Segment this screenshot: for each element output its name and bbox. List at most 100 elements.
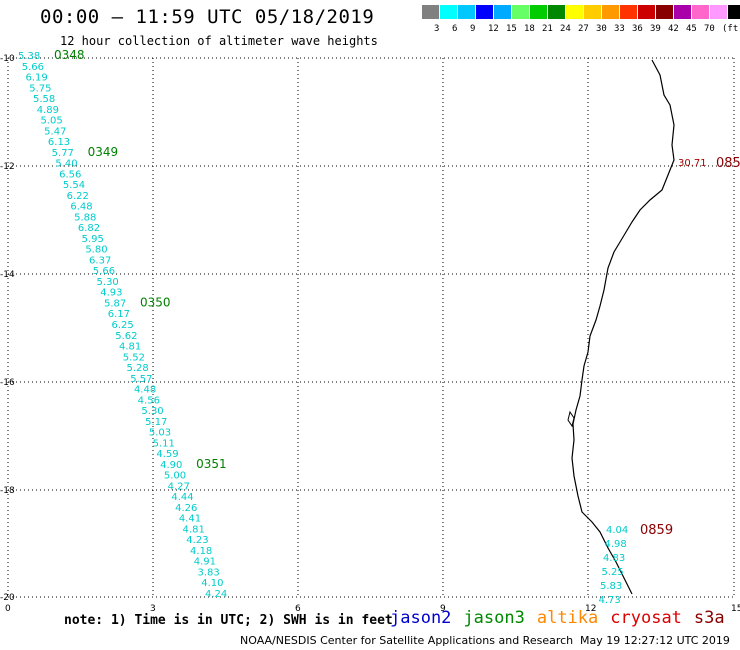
swh-value: 4.44 [171,492,193,503]
swh-value: 5.52 [123,352,145,363]
swh-value: 4.83 [603,553,625,564]
swh-value: 4.10 [201,578,223,589]
scale-label: 15 [506,24,517,34]
swh-value: 4.73 [599,595,621,606]
scale-swatch [548,5,565,19]
swh-value: 4.56 [138,395,160,406]
swh-value: 30.71 [678,158,707,169]
swh-value: 5.30 [97,277,119,288]
scale-label: 30 [596,24,607,34]
swh-value: 4.59 [156,449,178,460]
x-tick-label: 3 [150,604,156,614]
swh-value: 5.17 [145,417,167,428]
swh-value: 5.66 [22,62,44,73]
scale-label: 39 [650,24,661,34]
scale-swatch [440,5,457,19]
swh-value: 5.66 [93,266,115,277]
legend-item-jason3: jason3 [463,608,525,628]
scale-swatch [530,5,547,19]
scale-swatch [692,5,709,19]
swh-value: 6.19 [25,73,47,84]
legend-item-altika: altika [536,608,599,628]
swh-value: 4.91 [194,557,216,568]
swh-value: 4.23 [186,535,208,546]
swh-value: 6.25 [112,320,134,331]
scale-swatch [656,5,673,19]
x-tick-label: 15 [731,604,740,614]
swh-value: 4.81 [183,524,205,535]
scale-swatch [638,5,655,19]
swh-value: 4.27 [168,481,190,492]
page-subtitle: 12 hour collection of altimeter wave hei… [60,34,378,48]
scale-label: 33 [614,24,625,34]
swh-value: 5.75 [29,83,51,94]
scale-label: 18 [524,24,535,34]
scale-label: 6 [452,24,458,34]
swh-value: 5.80 [85,245,107,256]
y-tick-label: -12 [0,162,15,172]
swh-value: 5.62 [115,331,137,342]
pass-label: 0351 [196,457,227,471]
y-tick-label: -14 [0,270,15,280]
scale-swatch [422,5,439,19]
x-tick-label: 0 [5,604,11,614]
swh-value: 4.24 [205,589,227,600]
swh-value: 5.11 [153,438,175,449]
scale-label: (ft) [722,24,740,34]
scale-swatch [584,5,601,19]
swh-value: 5.38 [18,51,40,62]
scale-label: 12 [488,24,499,34]
swh-value: 6.56 [59,169,81,180]
swh-value: 5.57 [130,374,152,385]
swh-value: 4.89 [37,105,59,116]
swh-value: 4.41 [179,514,201,525]
color-scale [422,5,740,21]
scale-swatch [710,5,727,19]
satellite-legend: jason2 jason3 altika cryosat s3a [390,608,737,628]
legend-item-s3a: s3a [693,608,725,628]
swh-value: 5.40 [55,159,77,170]
y-tick-label: -10 [0,54,15,64]
swh-value: 4.48 [134,385,156,396]
pass-label: 0348 [54,48,85,62]
units-note: note: 1) Time is in UTC; 2) SWH is in fe… [64,613,393,628]
swh-value: 6.22 [67,191,89,202]
legend-item-jason2: jason2 [390,608,452,628]
swh-value: 5.58 [33,94,55,105]
legend-item-cryosat: cryosat [610,608,682,628]
scale-swatch [512,5,529,19]
scale-label: 9 [470,24,476,34]
swh-value: 6.82 [78,223,100,234]
swh-value: 5.28 [126,363,148,374]
swh-value: 3.83 [198,567,220,578]
swh-value: 4.93 [100,288,122,299]
pass-label: 0859 [640,523,673,538]
y-tick-label: -16 [0,378,15,388]
swh-value: 5.05 [40,116,62,127]
swh-value: 5.88 [74,212,96,223]
pass-label: 0350 [140,295,171,309]
swh-value: 5.30 [141,406,163,417]
swh-value: 5.77 [52,148,74,159]
pass-label: 0859 [716,156,740,171]
scale-swatch [458,5,475,19]
swh-value: 4.18 [190,546,212,557]
swh-value: 5.54 [63,180,85,191]
swh-value: 6.17 [108,309,130,320]
swh-value: 4.98 [605,539,627,550]
scale-label: 36 [632,24,643,34]
scale-label: 45 [686,24,697,34]
swh-value: 4.90 [160,460,182,471]
swh-value: 5.00 [164,471,186,482]
scale-swatch [674,5,691,19]
scale-swatch [620,5,637,19]
pass-label: 0349 [88,145,119,159]
scale-swatch [728,5,740,19]
scale-label: 70 [704,24,715,34]
scale-label: 27 [578,24,589,34]
swh-value: 5.25 [602,567,624,578]
x-tick-label: 12 [585,604,596,614]
swh-value: 6.13 [48,137,70,148]
y-tick-label: -18 [0,486,15,496]
